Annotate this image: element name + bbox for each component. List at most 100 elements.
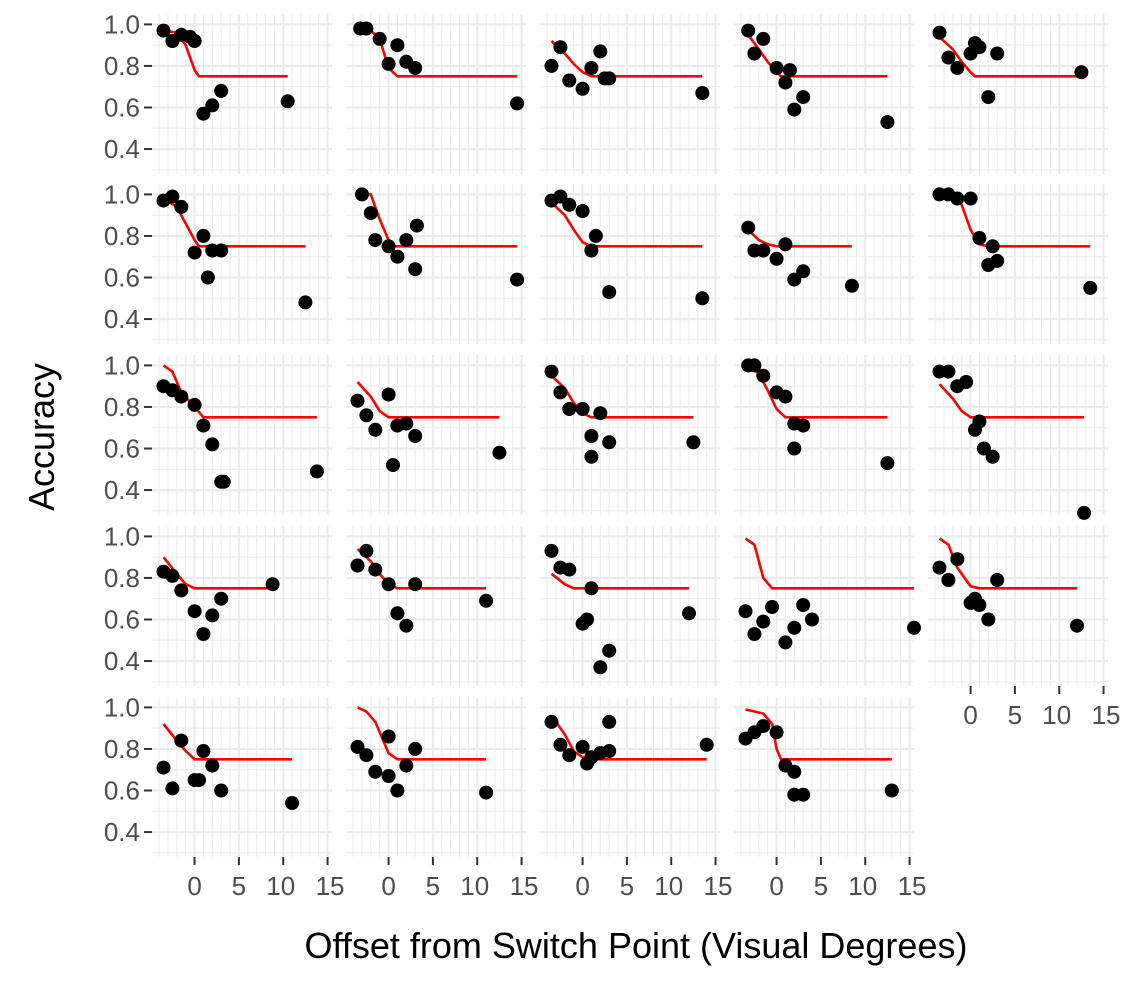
data-point xyxy=(399,416,414,431)
data-point xyxy=(769,251,784,266)
data-point xyxy=(787,441,802,456)
data-point xyxy=(544,364,559,379)
fit-line xyxy=(938,35,1082,78)
y-tick-label: 1.0 xyxy=(104,521,140,551)
data-point xyxy=(602,714,617,729)
data-point xyxy=(510,96,525,111)
data-point xyxy=(390,249,405,264)
data-point xyxy=(981,612,996,627)
y-tick-label: 0.6 xyxy=(104,93,140,123)
data-point xyxy=(778,389,793,404)
data-point xyxy=(165,568,180,583)
data-point xyxy=(187,245,202,260)
data-point xyxy=(510,272,525,287)
data-point xyxy=(588,228,603,243)
facet-panel xyxy=(540,526,720,686)
facet-panel xyxy=(346,184,526,344)
data-point xyxy=(695,86,710,100)
facet-panel xyxy=(346,355,526,515)
data-point xyxy=(399,233,414,248)
data-point xyxy=(769,61,784,75)
data-point xyxy=(544,543,559,558)
data-point xyxy=(408,577,423,592)
x-tick-label: 10 xyxy=(266,871,295,901)
data-point xyxy=(1070,618,1084,633)
data-point xyxy=(156,23,171,38)
data-point xyxy=(196,744,211,758)
data-point xyxy=(280,94,295,109)
data-point xyxy=(593,660,608,675)
x-tick-label: 5 xyxy=(232,871,246,901)
data-point xyxy=(741,220,756,235)
data-point xyxy=(787,764,802,779)
data-point xyxy=(765,600,780,614)
data-point xyxy=(593,406,608,421)
data-point xyxy=(602,744,617,758)
data-point xyxy=(399,618,414,633)
y-tick-label: 0.4 xyxy=(104,475,140,505)
data-point xyxy=(187,397,202,412)
y-tick-label: 0.6 xyxy=(104,605,140,635)
facet-panel xyxy=(928,355,1108,520)
data-point xyxy=(778,635,793,650)
data-point xyxy=(200,270,215,285)
x-tick-label: 0 xyxy=(381,871,395,901)
data-point xyxy=(205,437,220,452)
fit-line xyxy=(162,723,293,761)
fit-line xyxy=(162,556,273,590)
fit-line xyxy=(550,201,703,248)
y-tick-label: 0.8 xyxy=(104,392,140,422)
data-point xyxy=(381,769,396,783)
data-point xyxy=(950,552,965,567)
data-point xyxy=(695,291,710,306)
data-point xyxy=(265,577,280,592)
data-point xyxy=(368,422,383,437)
data-point xyxy=(787,102,802,117)
x-tick-label: 15 xyxy=(316,871,345,901)
data-point xyxy=(359,748,374,763)
data-point xyxy=(756,31,771,46)
data-point xyxy=(368,764,383,779)
x-tick-label: 10 xyxy=(848,871,877,901)
fit-line xyxy=(745,708,892,761)
data-point xyxy=(216,474,231,489)
data-point xyxy=(381,729,396,744)
data-point xyxy=(756,614,771,629)
x-tick-label: 5 xyxy=(1008,700,1022,730)
facet-panel xyxy=(928,526,1108,686)
data-point xyxy=(593,44,608,59)
data-point xyxy=(381,239,396,254)
data-point xyxy=(805,612,819,627)
y-tick-label: 0.8 xyxy=(104,563,140,593)
data-point xyxy=(214,243,229,258)
data-point xyxy=(298,295,313,310)
data-point xyxy=(390,38,405,53)
data-point xyxy=(165,781,180,796)
data-point xyxy=(214,83,229,98)
fit-line xyxy=(162,364,317,419)
facet-panel xyxy=(152,697,332,857)
data-point xyxy=(941,50,956,65)
data-point xyxy=(399,758,414,773)
data-point xyxy=(747,627,762,642)
fit-line xyxy=(356,381,500,419)
data-point xyxy=(386,458,400,473)
y-tick-label: 0.8 xyxy=(104,51,140,81)
data-point xyxy=(985,449,1000,464)
data-point xyxy=(782,63,797,78)
data-point xyxy=(907,620,921,635)
y-tick-label: 0.6 xyxy=(104,434,140,464)
x-axes: 0 5 10 15 0 5 10 15 0 5 10 15 0 5 10 15 0 5 10 15 xyxy=(187,686,1120,901)
data-point xyxy=(932,25,947,40)
data-point xyxy=(363,206,378,221)
fit-line xyxy=(938,383,1085,419)
y-tick-label: 0.4 xyxy=(104,134,140,164)
data-point xyxy=(990,573,1005,587)
data-point xyxy=(187,604,202,619)
facet-panel xyxy=(540,184,720,344)
data-point xyxy=(844,278,859,293)
y-tick-label: 1.0 xyxy=(104,9,140,39)
data-point xyxy=(350,739,365,754)
data-point xyxy=(359,543,374,558)
